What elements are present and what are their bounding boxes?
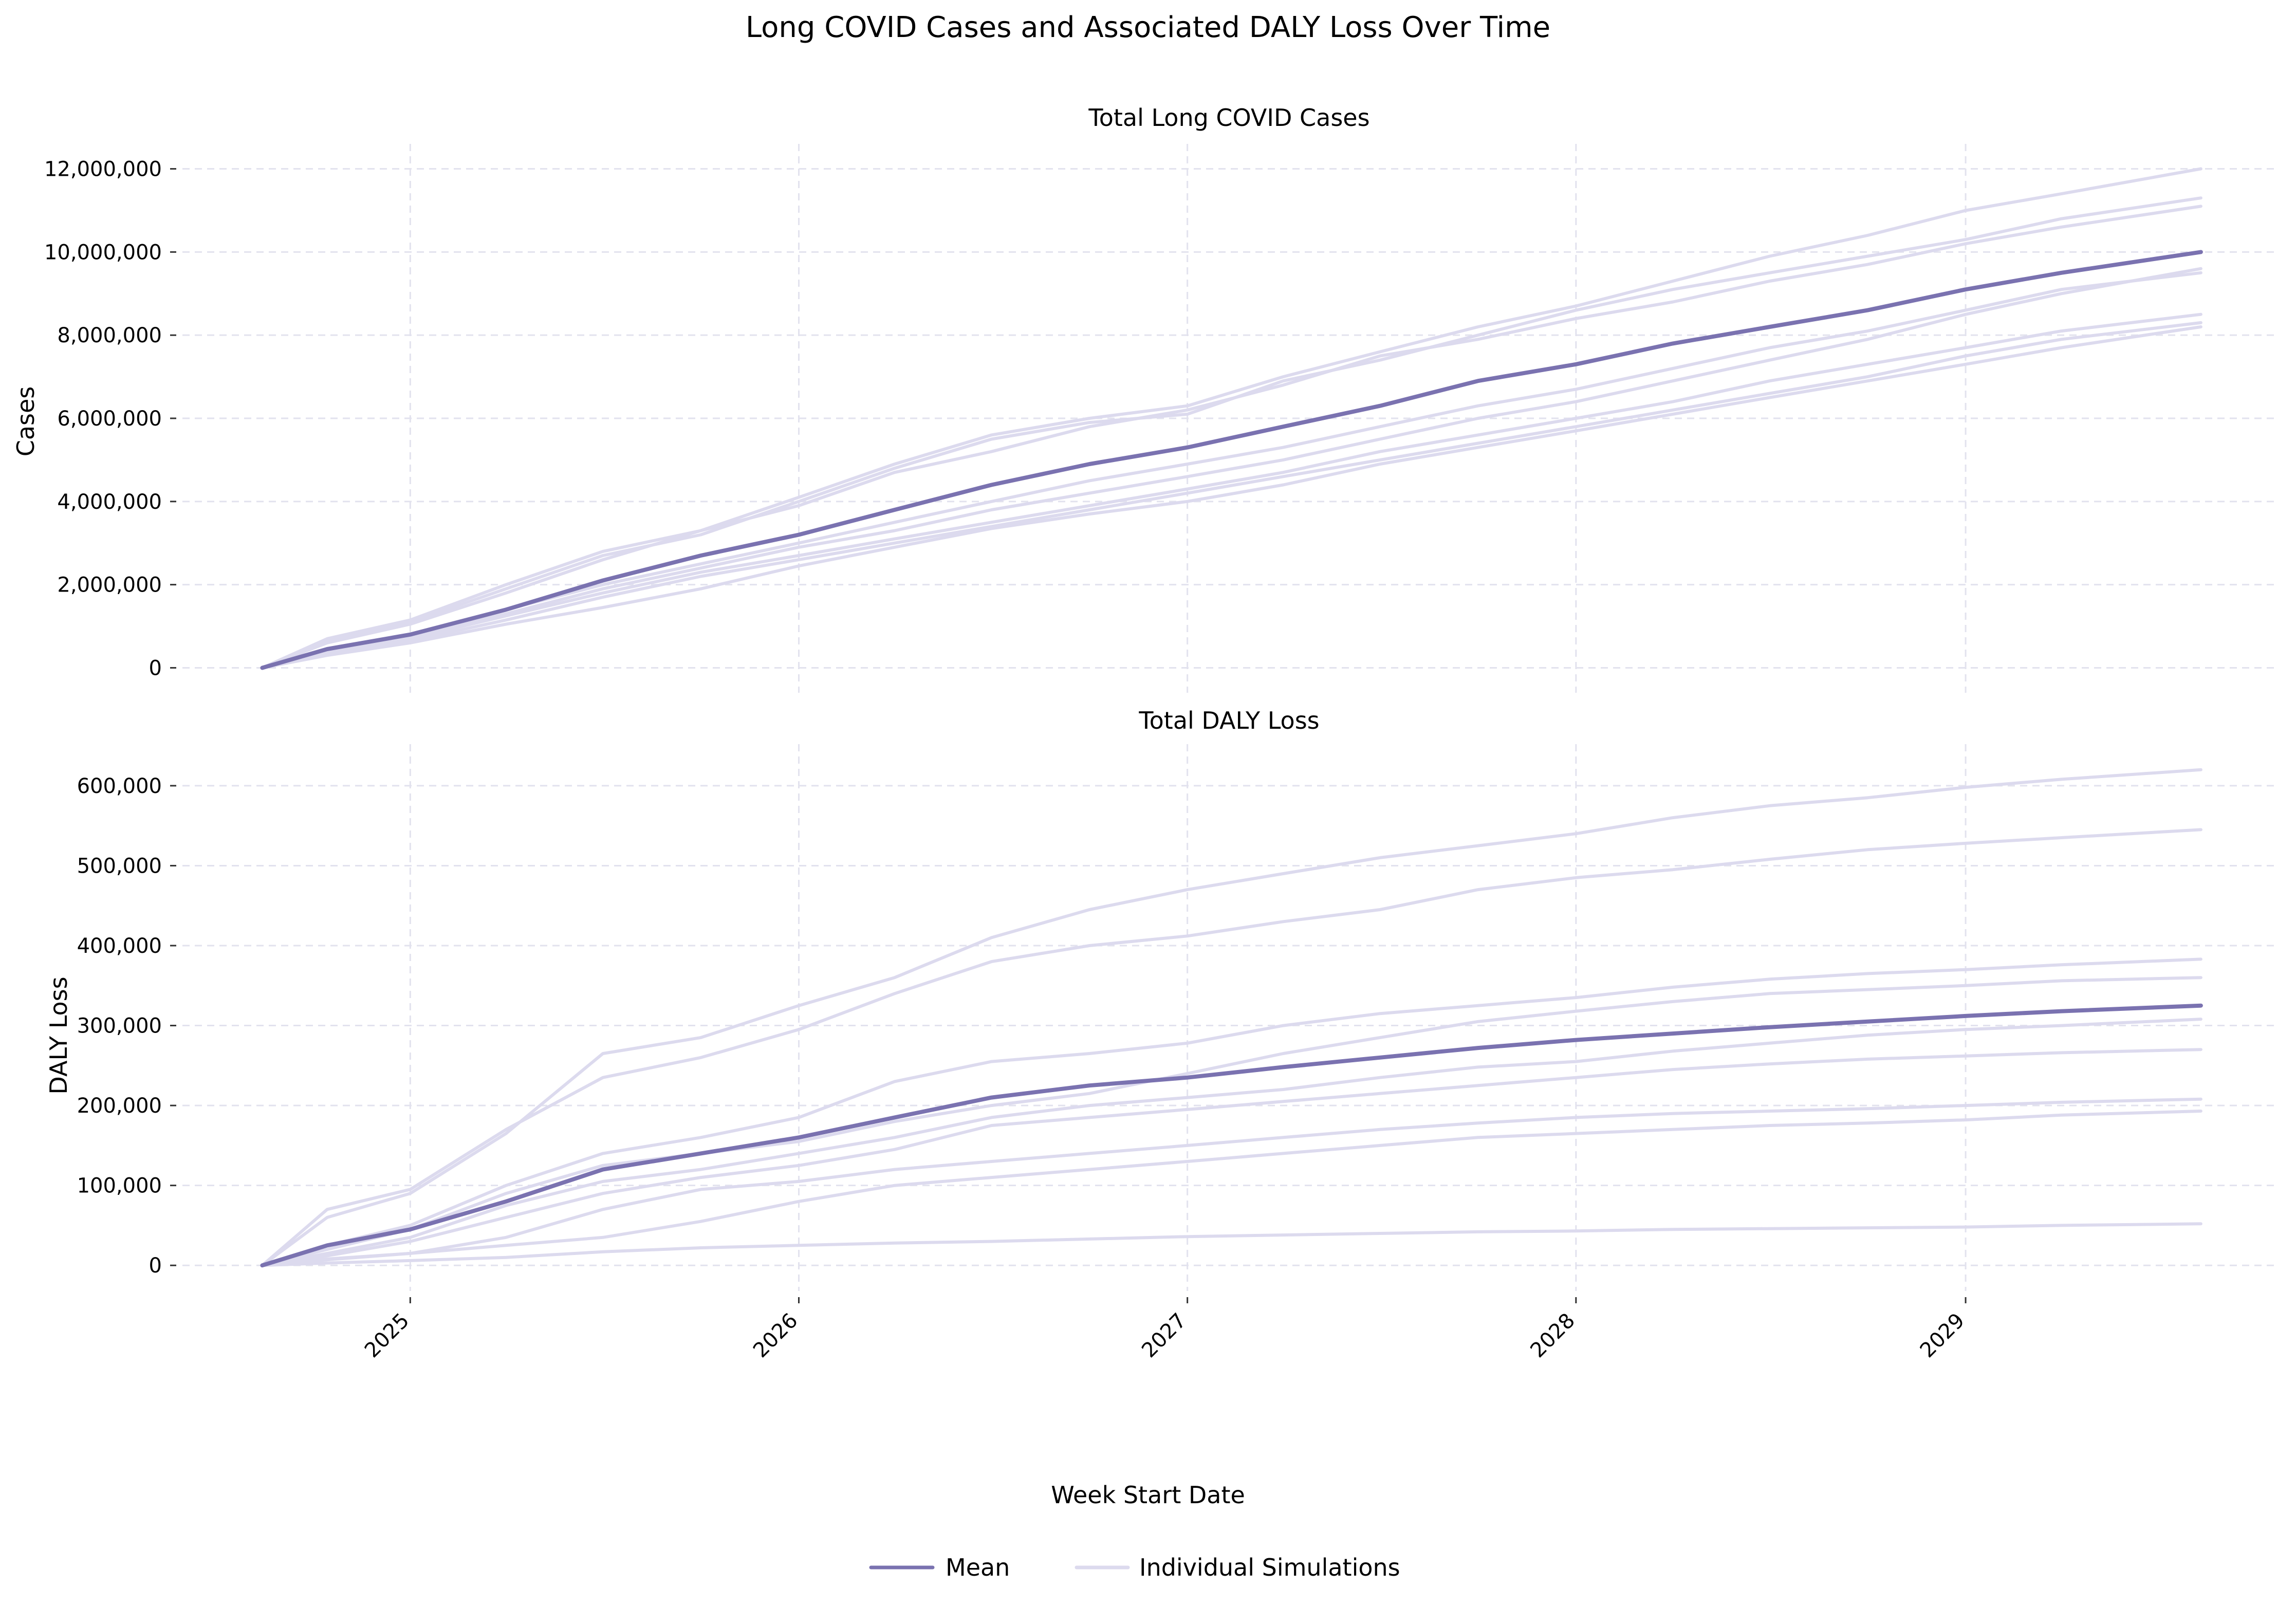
daly-y-tick-label: 200,000 <box>77 1094 162 1118</box>
cases-simulation-line-8 <box>261 325 2202 670</box>
daly-y-tick-label: 500,000 <box>77 854 162 878</box>
cases-simulation-line-2 <box>261 167 2202 670</box>
legend-label-simulations: Individual Simulations <box>1139 1554 1400 1581</box>
daly-y-tick-label: 600,000 <box>77 774 162 798</box>
daly-y-tick-label: 300,000 <box>77 1014 162 1038</box>
daly-y-axis-label: DALY Loss <box>45 976 72 1094</box>
legend-label-mean: Mean <box>946 1554 1010 1581</box>
cases-mean-line <box>260 250 2203 670</box>
figure-title: Long COVID Cases and Associated DALY Los… <box>746 11 1550 44</box>
x-tick-label-2025: 2025 <box>360 1309 414 1363</box>
cases-series <box>260 167 2203 670</box>
daly-simulation-line-2 <box>261 768 2202 1267</box>
cases-simulation-line-1 <box>261 196 2202 670</box>
legend: Mean Individual Simulations <box>869 1554 1400 1581</box>
daly-simulation-line-7 <box>261 1097 2202 1267</box>
x-axis-label: Week Start Date <box>1051 1481 1245 1509</box>
daly-series <box>260 768 2203 1268</box>
cases-panel: Total Long COVID Cases Cases 0 2,000,000 4… <box>12 104 2276 693</box>
cases-y-ticks: 0 2,000,000 4,000,000 6,000,000 8,000,000 10,… <box>44 158 176 680</box>
x-tick-label-2029: 2029 <box>1916 1309 1970 1363</box>
x-tick-label-2026: 2026 <box>749 1309 803 1363</box>
cases-y-tick-label: 4,000,000 <box>57 490 162 514</box>
daly-y-tick-label: 400,000 <box>77 934 162 958</box>
cases-simulation-line-6 <box>261 312 2202 670</box>
cases-y-tick-label: 2,000,000 <box>57 574 162 597</box>
x-tick-label-2027: 2027 <box>1137 1309 1191 1363</box>
daly-y-tick-label: 0 <box>149 1254 162 1278</box>
daly-simulation-line-3 <box>261 957 2202 1267</box>
daly-simulation-line-8 <box>261 1110 2202 1267</box>
daly-y-tick-label: 100,000 <box>77 1174 162 1198</box>
daly-panel: Total DALY Loss DALY Loss 0 100,000 200,00… <box>45 707 2276 1362</box>
cases-y-axis-label: Cases <box>12 386 40 457</box>
cases-simulation-line-4 <box>261 267 2202 670</box>
cases-simulation-line-7 <box>261 321 2202 670</box>
daly-panel-title: Total DALY Loss <box>1138 707 1319 734</box>
x-ticks: 2025 2026 2027 2028 2029 <box>360 1297 1969 1362</box>
cases-y-tick-label: 0 <box>149 656 162 680</box>
cases-simulation-line-3 <box>261 205 2202 670</box>
daly-simulation-line-9 <box>261 1222 2202 1267</box>
daly-simulation-line-4 <box>261 976 2202 1267</box>
cases-y-tick-label: 12,000,000 <box>44 158 162 181</box>
cases-y-tick-label: 8,000,000 <box>57 324 162 347</box>
daly-y-ticks: 0 100,000 200,000 300,000 400,000 500,000 600,… <box>77 774 176 1278</box>
cases-panel-title: Total Long COVID Cases <box>1088 104 1369 132</box>
daly-simulation-line-6 <box>261 1048 2202 1267</box>
daly-mean-line <box>260 1003 2203 1268</box>
daly-simulation-line-5 <box>261 1018 2202 1267</box>
cases-y-tick-label: 10,000,000 <box>44 241 162 264</box>
daly-simulation-line-1 <box>261 828 2202 1267</box>
x-tick-label-2028: 2028 <box>1526 1309 1580 1363</box>
cases-y-tick-label: 6,000,000 <box>57 407 162 431</box>
